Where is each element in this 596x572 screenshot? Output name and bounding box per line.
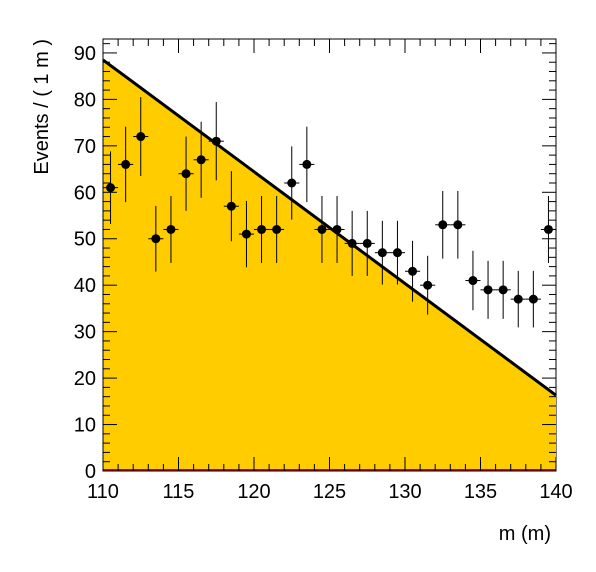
data-point [284,146,300,220]
point-marker [166,224,176,234]
data-point [269,195,285,263]
y-tick-label: 50 [74,229,96,251]
data-point [118,126,134,203]
point-marker [302,159,312,169]
x-axis-title: m (m) [499,523,551,545]
point-marker [423,280,433,290]
data-point [420,255,436,315]
data-point [223,171,239,242]
y-tick-label: 0 [85,461,96,483]
y-axis-title: Events / ( 1 m ) [31,39,53,175]
data-point [193,121,209,198]
data-point [510,270,526,328]
data-point [435,190,451,259]
point-marker [121,159,131,169]
fit-line [102,58,557,397]
y-tick-label: 10 [74,415,96,437]
point-marker [498,285,508,295]
y-tick-label: 70 [74,136,96,158]
data-point [344,210,360,276]
data-point [314,195,330,263]
point-marker [211,136,221,146]
point-marker [453,220,463,230]
data-point [148,205,164,272]
y-tick-label: 90 [74,43,96,65]
y-tick-label: 20 [74,368,96,390]
point-marker [332,224,342,234]
data-point [329,195,345,263]
data-point [480,260,496,319]
data-point [299,126,315,203]
point-marker [272,224,282,234]
point-marker [377,248,387,258]
data-point [465,250,481,311]
y-tick-label: 80 [74,89,96,111]
point-marker [392,248,402,258]
point-marker [408,266,418,276]
point-marker [287,178,297,188]
y-tick-label: 30 [74,322,96,344]
x-tick-label: 135 [464,481,497,503]
data-point [238,200,254,268]
data-point [254,195,270,263]
point-marker [317,224,327,234]
point-marker [181,169,191,179]
point-marker [468,276,478,286]
x-tick-label: 130 [388,481,421,503]
point-marker [362,238,372,248]
x-tick-label: 125 [313,481,346,503]
point-marker [196,155,206,165]
point-marker [438,220,448,230]
data-point [163,195,179,263]
point-marker [483,285,493,295]
point-marker [257,224,267,234]
data-point [374,220,390,285]
data-point [208,102,224,181]
data-point [495,260,511,319]
data-point [103,151,119,224]
y-tick-label: 60 [74,182,96,204]
point-marker [151,234,161,244]
point-marker [528,294,538,304]
point-marker [226,201,236,211]
x-tick-label: 115 [163,481,195,503]
point-marker [543,224,553,234]
point-marker [136,132,146,142]
data-point [525,270,541,328]
x-tick-label: 110 [87,481,119,503]
data-point [359,210,375,276]
data-point [133,97,149,176]
point-marker [106,183,116,193]
point-marker [513,294,523,304]
x-tick-label: 140 [539,481,572,503]
data-point [178,136,194,211]
data-point [450,190,466,259]
y-tick-label: 40 [74,275,96,297]
point-marker [241,229,251,239]
x-tick-label: 120 [237,481,270,503]
data-point [405,240,421,302]
data-point [389,220,405,285]
point-marker [347,238,357,248]
